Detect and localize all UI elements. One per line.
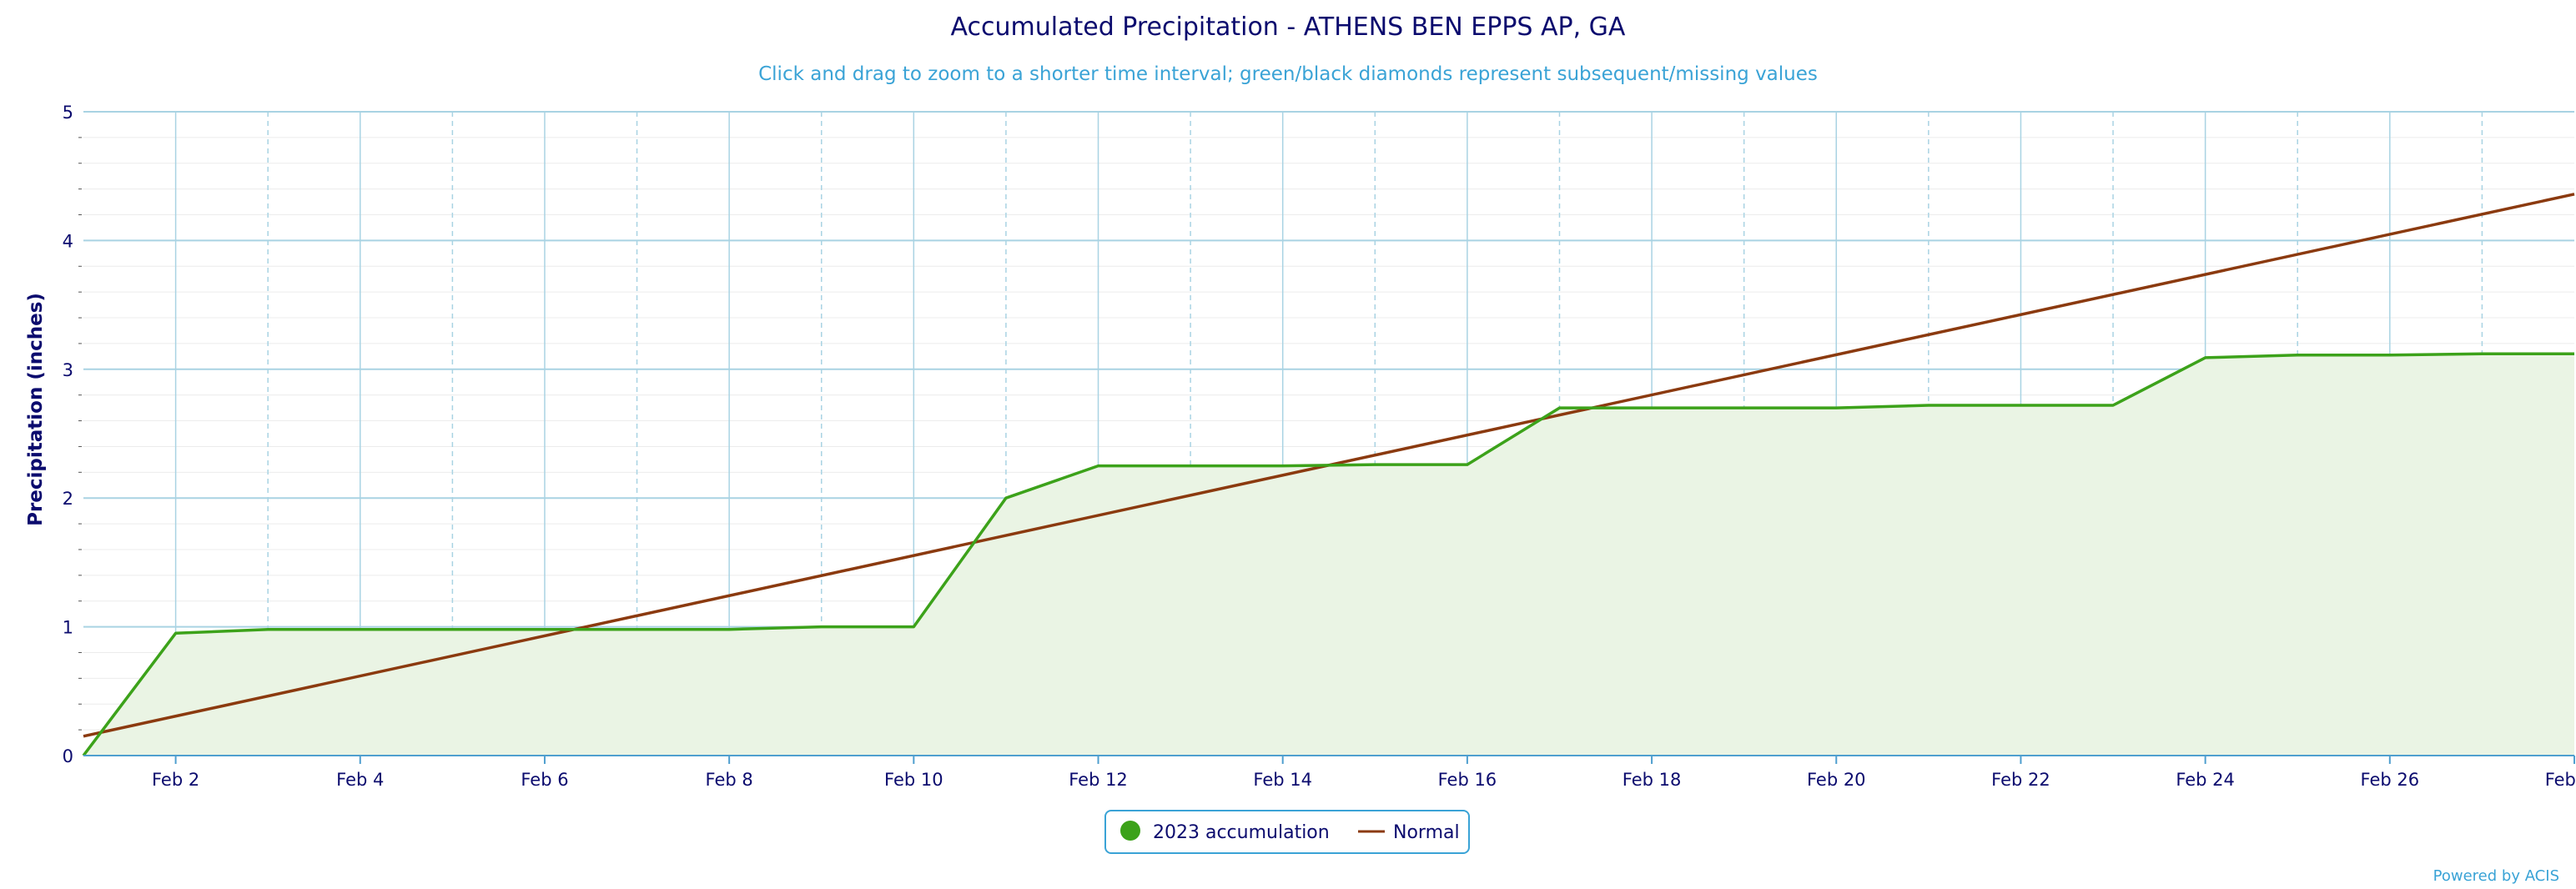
series-2023-accumulation-line[interactable] [82, 352, 2574, 757]
data-point-2023-accumulation[interactable] [2110, 402, 2116, 409]
data-point-2023-accumulation[interactable] [1556, 404, 1562, 411]
data-point-2023-accumulation[interactable] [634, 626, 641, 633]
x-tick-label: Feb 20 [1807, 770, 1866, 790]
data-point-2023-accumulation[interactable] [2478, 350, 2485, 357]
x-tick-label: Feb 6 [521, 770, 568, 790]
data-point-2023-accumulation[interactable] [1187, 463, 1194, 470]
data-point-2023-accumulation[interactable] [2387, 352, 2393, 359]
y-tick-label: 0 [63, 746, 73, 766]
y-tick-label: 3 [63, 360, 73, 380]
data-point-2023-accumulation[interactable] [2202, 354, 2209, 361]
x-tick-label: Feb 2 [152, 770, 199, 790]
data-point-2023-accumulation[interactable] [818, 624, 825, 630]
credits-link[interactable]: Powered by ACIS [2433, 867, 2559, 885]
x-tick-label: Feb 24 [2176, 770, 2235, 790]
y-axis-label: Precipitation (inches) [25, 293, 47, 526]
data-point-2023-accumulation[interactable] [1003, 495, 1009, 501]
plot-area[interactable]: 0 1 2 3 4 5 Feb 2 Feb 4 Feb 6 Feb 8 Feb 10 Feb 12 Fe… [63, 103, 2576, 790]
data-point-2023-accumulation[interactable] [264, 626, 271, 633]
y-tick-label: 2 [63, 489, 73, 509]
x-tick-label: Feb 16 [1438, 770, 1497, 790]
x-tick-label: Feb 14 [1253, 770, 1312, 790]
chart-title: Accumulated Precipitation - ATHENS BEN E… [951, 13, 1626, 42]
data-point-2023-accumulation[interactable] [910, 624, 917, 630]
legend: 2023 accumulation Normal [1104, 810, 1470, 854]
legend-label-2023-accumulation[interactable]: 2023 accumulation [1153, 822, 1330, 843]
x-tick-label: Feb 28 [2545, 770, 2576, 790]
data-point-2023-accumulation[interactable] [541, 626, 548, 633]
y-tick-label: 5 [63, 103, 73, 123]
chart-subtitle: Click and drag to zoom to a shorter time… [758, 63, 1818, 85]
data-point-2023-accumulation[interactable] [1095, 463, 1102, 470]
x-tick-label: Feb 22 [1991, 770, 2050, 790]
data-point-2023-accumulation[interactable] [1741, 404, 1748, 411]
y-tick-label: 1 [63, 618, 73, 638]
data-point-2023-accumulation[interactable] [449, 626, 455, 633]
x-tick-label: Feb 10 [884, 770, 943, 790]
data-point-2023-accumulation[interactable] [357, 626, 364, 633]
data-point-2023-accumulation[interactable] [1648, 404, 1655, 411]
data-point-2023-accumulation[interactable] [1280, 463, 1286, 470]
legend-box [1104, 810, 1470, 854]
data-point-2023-accumulation[interactable] [173, 630, 179, 636]
data-point-2023-accumulation[interactable] [1925, 402, 1932, 409]
series-2023-accumulation-area [83, 354, 2574, 756]
data-point-2023-accumulation[interactable] [726, 626, 732, 633]
x-tick-label: Feb 26 [2361, 770, 2420, 790]
x-tick-label: Feb 18 [1623, 770, 1682, 790]
data-point-2023-accumulation[interactable] [2017, 402, 2024, 409]
x-tick-label: Feb 12 [1069, 770, 1128, 790]
data-point-2023-accumulation[interactable] [1464, 461, 1471, 468]
y-tick-label: 4 [63, 231, 73, 251]
data-point-2023-accumulation[interactable] [1371, 461, 1378, 468]
legend-marker-2023-accumulation[interactable] [1120, 821, 1140, 841]
legend-label-normal[interactable]: Normal [1393, 822, 1460, 843]
x-tick-label: Feb 8 [706, 770, 753, 790]
data-point-2023-accumulation[interactable] [1833, 404, 1839, 411]
x-tick-label: Feb 4 [336, 770, 384, 790]
data-point-2023-accumulation[interactable] [2294, 352, 2301, 359]
